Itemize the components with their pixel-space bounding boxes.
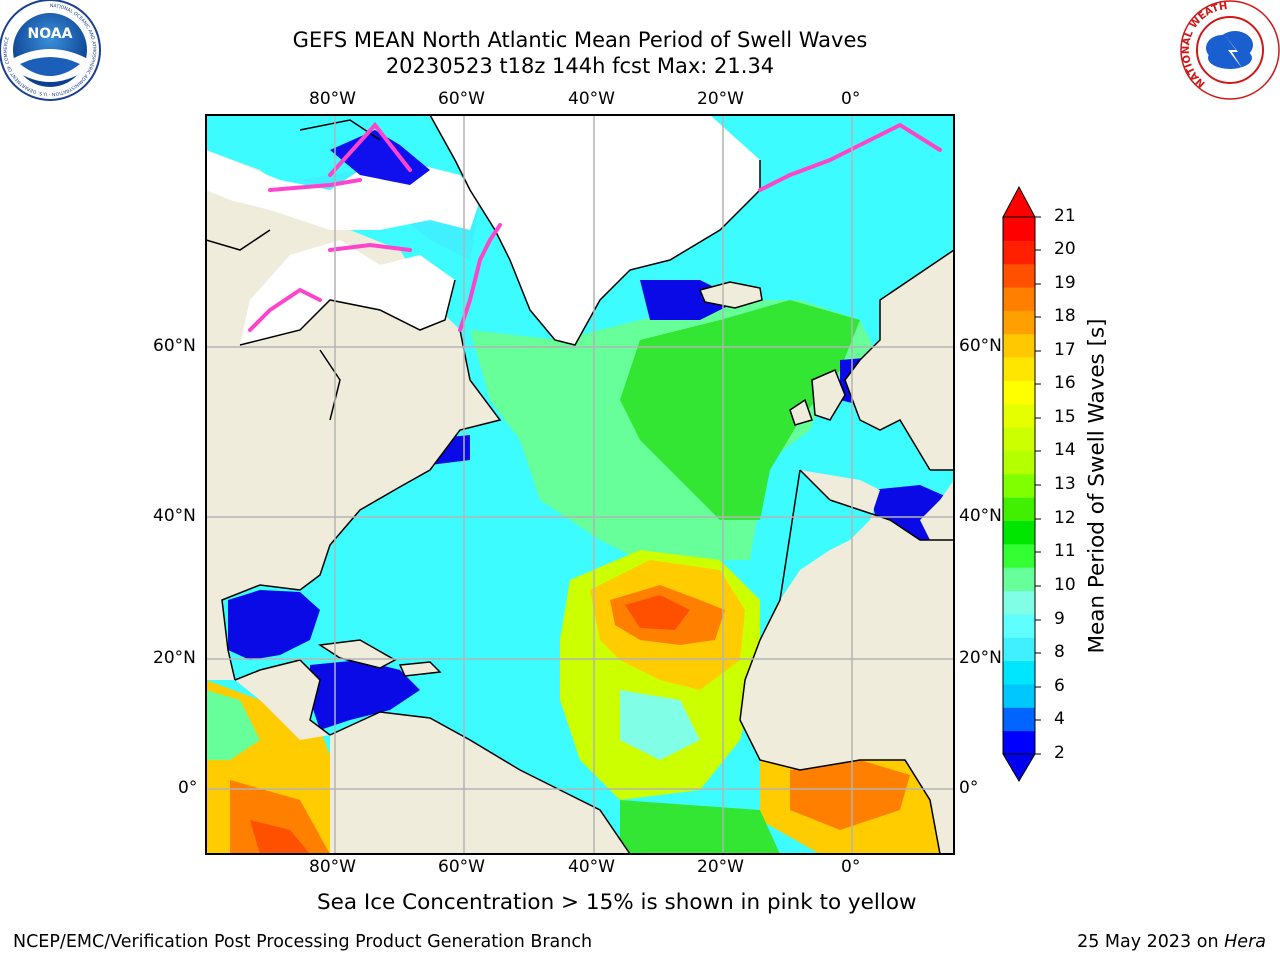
- footer-credit: NCEP/EMC/Verification Post Processing Pr…: [13, 932, 593, 952]
- lon-label-bottom-0: 0°: [841, 857, 861, 877]
- colorbar-swatch: [1003, 403, 1035, 428]
- colorbar-title: Mean Period of Swell Waves [s]: [1084, 318, 1110, 654]
- sea-ice-note: Sea Ice Concentration > 15% is shown in …: [317, 890, 917, 915]
- colorbar-swatch: [1003, 473, 1035, 498]
- region-caribbean: [310, 660, 420, 730]
- lat-label-left-0: 0°: [178, 778, 198, 798]
- lon-label-top-40w: 40°W: [568, 89, 615, 109]
- colorbar-tick-label: 9: [1054, 609, 1065, 629]
- colorbar-tick-label: 11: [1054, 541, 1076, 561]
- land-south-america: [330, 712, 630, 854]
- land-cuba: [320, 640, 395, 668]
- colorbar-swatch: [1003, 287, 1035, 311]
- colorbar-tick-label: 4: [1054, 709, 1065, 729]
- map-area: [206, 115, 954, 854]
- lat-label-right-60n: 60°N: [959, 336, 1002, 356]
- colorbar-swatch: [1003, 263, 1035, 288]
- colorbar-swatch: [1003, 683, 1035, 708]
- land-north-america: [206, 115, 500, 680]
- footer-date-text: 25 May 2023 on: [1077, 932, 1219, 952]
- colorbar-tick-label: 13: [1054, 474, 1076, 494]
- region-gulf-of-mexico: [228, 590, 320, 660]
- colorbar-tick-label: 2: [1054, 743, 1065, 763]
- colorbar-swatch: [1003, 497, 1035, 522]
- colorbar-swatch: [1003, 730, 1035, 755]
- region-northeast-atlantic: [620, 300, 860, 520]
- colorbar-tick-label: 15: [1054, 407, 1076, 427]
- colorbar-tick-label: 21: [1054, 206, 1076, 226]
- colorbar-swatch: [1003, 660, 1035, 685]
- map-frame: [205, 114, 955, 855]
- colorbar-extend-min: [1002, 753, 1036, 782]
- colorbar-swatch: [1003, 520, 1035, 545]
- colorbar-swatch: [1003, 380, 1035, 405]
- colorbar-swatch: [1003, 567, 1035, 592]
- footer-host: Hera: [1224, 932, 1266, 952]
- lon-label-bottom-20w: 20°W: [697, 857, 744, 877]
- colorbar-tick-label: 19: [1054, 273, 1076, 293]
- lon-label-bottom-80w: 80°W: [309, 857, 356, 877]
- colorbar-swatch: [1003, 707, 1035, 732]
- lon-label-bottom-60w: 60°W: [438, 857, 485, 877]
- colorbar-tick-label: 17: [1054, 340, 1076, 360]
- colorbar-tick-label: 8: [1054, 642, 1065, 662]
- colorbar-swatch: [1003, 357, 1035, 381]
- land-iceland: [700, 282, 762, 308]
- lon-label-top-20w: 20°W: [697, 89, 744, 109]
- colorbar-swatch: [1003, 543, 1035, 568]
- lat-label-right-0: 0°: [959, 778, 979, 798]
- colorbar-swatch: [1003, 333, 1035, 358]
- colorbar-tick-label: 6: [1054, 676, 1065, 696]
- land-greenland: [430, 115, 760, 345]
- lat-label-left-40n: 40°N: [153, 506, 196, 526]
- colorbar-tick-label: 10: [1054, 575, 1076, 595]
- sea-ice-edge: [248, 121, 942, 332]
- nws-logo: NATIONAL WEATHER SERVICE: [1176, 0, 1280, 100]
- noaa-logo: NOAA NATIONAL OCEANIC AND ATMOSPHERIC AD…: [0, 0, 101, 101]
- colorbar: [1002, 185, 1041, 782]
- colorbar-swatch: [1003, 613, 1035, 638]
- colorbar-swatch: [1003, 240, 1035, 265]
- colorbar-tick-label: 12: [1054, 508, 1076, 528]
- colorbar-swatch: [1003, 427, 1035, 451]
- colorbar-tick-label: 18: [1054, 306, 1076, 326]
- lat-label-left-60n: 60°N: [153, 336, 196, 356]
- lon-label-bottom-40w: 40°W: [568, 857, 615, 877]
- land-europe: [845, 250, 954, 470]
- chart-title: GEFS MEAN North Atlantic Mean Period of …: [292, 28, 868, 52]
- colorbar-swatch: [1003, 310, 1035, 335]
- lon-label-top-60w: 60°W: [438, 89, 485, 109]
- colorbar-tick-label: 20: [1054, 239, 1076, 259]
- colorbar-extend-max: [1002, 185, 1036, 218]
- ice-hudson-bay: [240, 240, 455, 345]
- colorbar-tick-label: 14: [1054, 440, 1076, 460]
- colorbar-swatch: [1003, 217, 1035, 241]
- colorbar-swatch: [1003, 450, 1035, 475]
- graticule: [206, 115, 954, 854]
- colorbar-swatch: [1003, 590, 1035, 615]
- chart-subtitle: 20230523 t18z 144h fcst Max: 21.34: [385, 54, 775, 78]
- noaa-logo-text: NOAA: [28, 26, 73, 42]
- lat-label-right-40n: 40°N: [959, 506, 1002, 526]
- lat-label-left-20n: 20°N: [153, 648, 196, 668]
- footer-date: 25 May 2023 on Hera: [1077, 932, 1266, 952]
- lat-label-right-20n: 20°N: [959, 648, 1002, 668]
- colorbar-tick-label: 16: [1054, 373, 1076, 393]
- colorbar-swatch: [1003, 637, 1035, 662]
- land-africa: [740, 470, 954, 854]
- lon-label-top-80w: 80°W: [309, 89, 356, 109]
- lon-label-top-0: 0°: [841, 89, 861, 109]
